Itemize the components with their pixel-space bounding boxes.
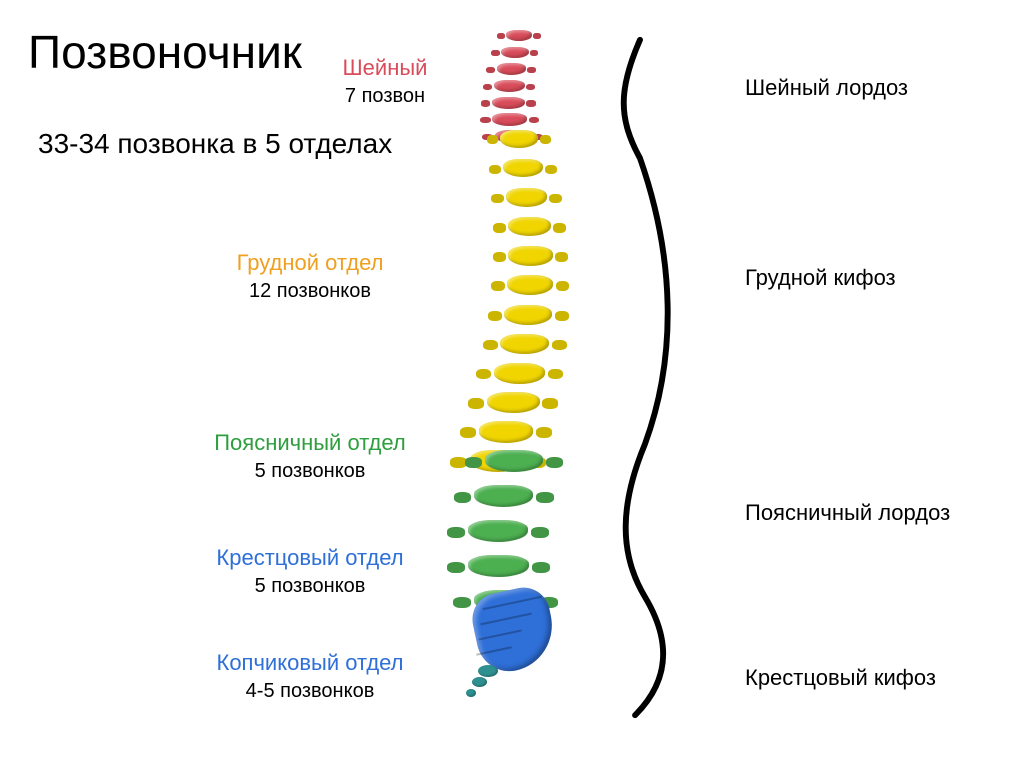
vertebra [479,421,533,443]
vertebra [468,555,529,577]
vertebra [507,275,553,295]
vertebra [497,63,526,75]
coccyx-segment [466,689,476,697]
label-lumbar: Поясничный отдел 5 позвонков [180,430,440,483]
label-cervical: Шейный 7 позвон [310,55,460,108]
vertebra [506,30,532,41]
vertebra [500,130,538,148]
coccygeal-name: Копчиковый отдел [180,650,440,676]
spine-illustration [460,30,590,730]
page-subtitle: 33-34 позвонка в 5 отделах [38,128,392,160]
coccyx-segment [472,677,487,687]
cervical-name: Шейный [310,55,460,81]
label-sacral-kyphosis: Крестцовый кифоз [745,665,936,691]
vertebra [468,520,528,542]
vertebra [508,217,551,236]
thoracic-name: Грудной отдел [180,250,440,276]
label-coccygeal: Копчиковый отдел 4-5 позвонков [180,650,440,703]
page-title: Позвоночник [28,25,302,79]
label-lumbar-lordosis: Поясничный лордоз [745,500,950,526]
vertebra [501,47,529,58]
label-thoracic-kyphosis: Грудной кифоз [745,265,896,291]
lumbar-name: Поясничный отдел [180,430,440,456]
cervical-count: 7 позвон [310,85,460,108]
vertebra [474,485,533,507]
vertebra [494,363,545,384]
label-sacral: Крестцовый отдел 5 позвонков [180,545,440,598]
vertebra [503,159,543,177]
vertebra [500,334,549,355]
coccyx-segment [478,665,498,677]
vertebra [485,450,543,472]
curvature-line [590,30,690,730]
label-cervical-lordosis: Шейный лордоз [745,75,908,101]
vertebra [504,305,552,325]
vertebra [487,392,540,413]
lumbar-count: 5 позвонков [180,460,440,483]
label-thoracic: Грудной отдел 12 позвонков [180,250,440,303]
coccygeal-count: 4-5 позвонков [180,680,440,703]
vertebra [506,188,547,207]
thoracic-count: 12 позвонков [180,280,440,303]
sacral-count: 5 позвонков [180,575,440,598]
sacral-name: Крестцовый отдел [180,545,440,571]
vertebra [492,113,526,126]
vertebra [494,80,525,92]
vertebra [508,246,553,265]
vertebra [492,97,525,109]
